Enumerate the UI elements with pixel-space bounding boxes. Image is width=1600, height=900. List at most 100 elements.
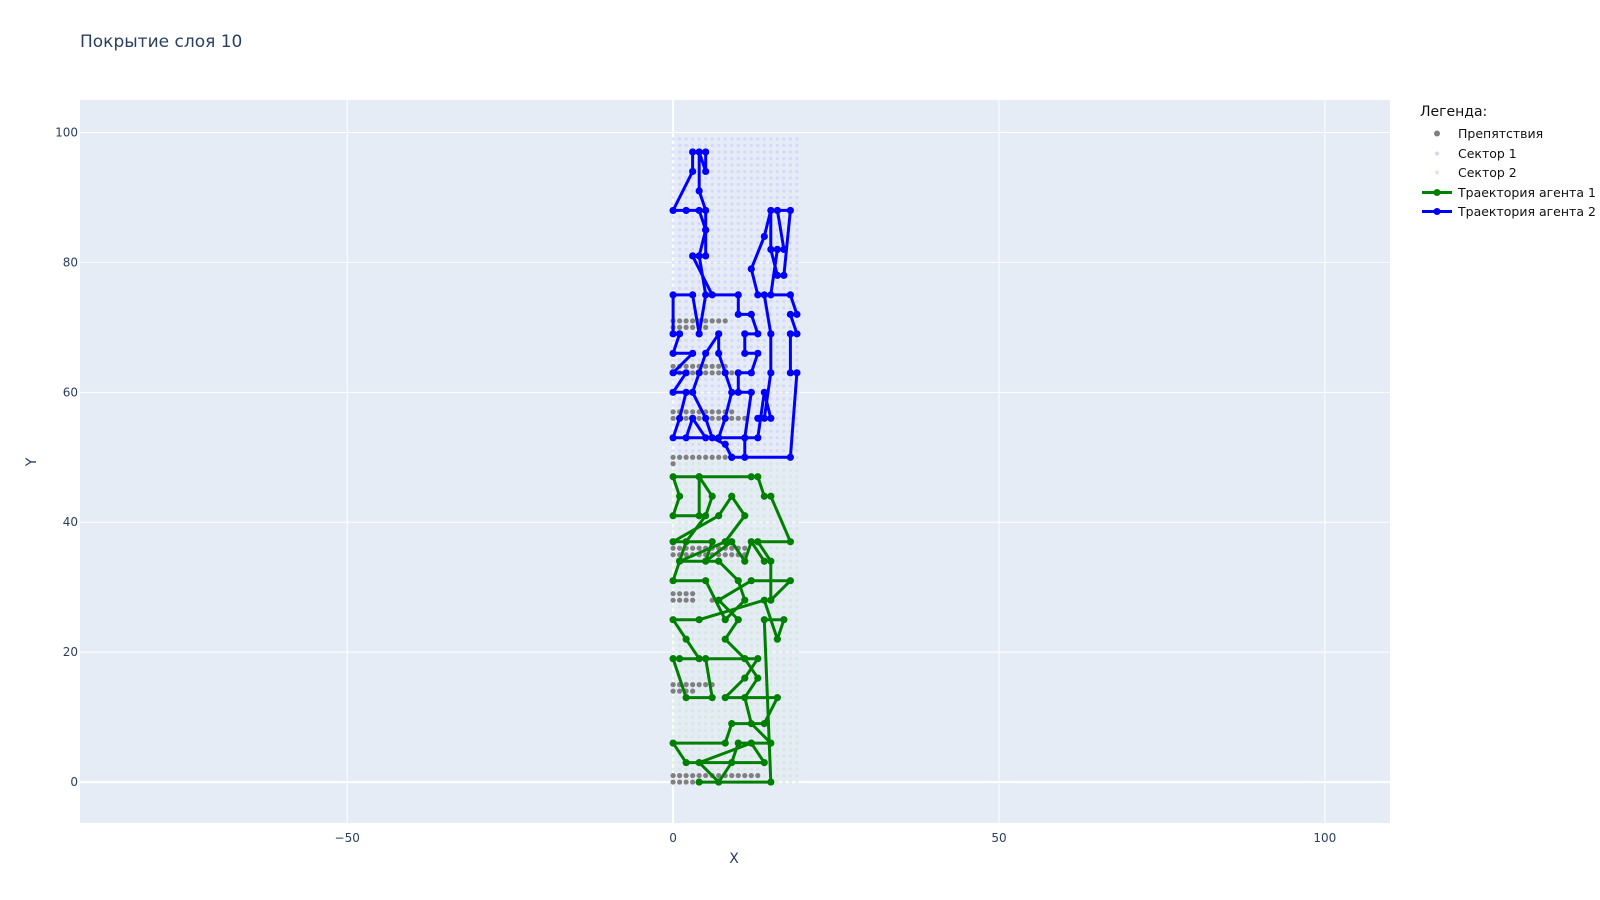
sector-1-point bbox=[736, 429, 740, 433]
sector-1-point bbox=[671, 338, 675, 342]
agent-1-point bbox=[741, 557, 749, 565]
sector-1-point bbox=[788, 241, 792, 245]
sector-1-point bbox=[769, 195, 773, 200]
sector-1-point bbox=[678, 312, 682, 316]
sector-1-point bbox=[697, 228, 701, 232]
agent-2-point bbox=[734, 310, 742, 318]
sector-2-point bbox=[788, 514, 792, 518]
sector-1-point bbox=[678, 286, 682, 290]
sector-2-point bbox=[691, 670, 695, 674]
sector-2-point bbox=[775, 676, 779, 680]
legend-item-sector-1[interactable]: Сектор 1 bbox=[1420, 144, 1596, 164]
sector-2-point bbox=[717, 488, 721, 492]
legend-label: Сектор 1 bbox=[1458, 145, 1517, 161]
sector-1-point bbox=[730, 306, 734, 310]
sector-1-point bbox=[710, 397, 714, 401]
obstacle-point bbox=[696, 454, 702, 460]
sector-1-point bbox=[697, 449, 701, 453]
sector-1-point bbox=[762, 423, 766, 427]
sector-1-point bbox=[723, 306, 727, 310]
sector-2-point bbox=[762, 683, 766, 687]
sector-2-point bbox=[749, 566, 753, 570]
legend-item-sector-2[interactable]: Сектор 2 bbox=[1420, 163, 1596, 183]
sector-2-point bbox=[749, 709, 753, 713]
sector-2-point bbox=[743, 650, 747, 654]
agent-2-point bbox=[695, 206, 703, 215]
sector-2-point bbox=[723, 689, 727, 693]
sector-1-point bbox=[691, 280, 695, 284]
agent-2-point bbox=[702, 148, 710, 156]
agent-2-point bbox=[702, 349, 710, 357]
sector-2-point bbox=[743, 507, 747, 511]
sector-1-point bbox=[749, 306, 753, 310]
sector-2-point bbox=[756, 624, 760, 628]
sector-1-point bbox=[782, 429, 786, 433]
sector-1-point bbox=[795, 364, 799, 368]
sector-1-point bbox=[710, 176, 714, 180]
sector-2-point bbox=[710, 507, 714, 511]
sector-2-point bbox=[736, 735, 740, 739]
legend-item-agent-1[interactable]: Траектория агента 1 bbox=[1420, 183, 1596, 203]
sector-2-point bbox=[775, 735, 779, 739]
agent-2-point bbox=[702, 291, 710, 299]
sector-2-point bbox=[697, 533, 701, 537]
sector-2-point bbox=[730, 709, 734, 713]
obstacle-point bbox=[735, 772, 741, 779]
sector-1-point bbox=[775, 384, 779, 388]
obstacle-point bbox=[670, 454, 676, 460]
sector-1-point bbox=[743, 241, 747, 245]
sector-1-point bbox=[691, 267, 695, 271]
obstacle-point bbox=[690, 688, 696, 694]
sector-1-point bbox=[723, 338, 727, 342]
sector-2-point bbox=[782, 566, 786, 570]
agent-1-point bbox=[669, 739, 677, 747]
sector-1-point bbox=[788, 169, 792, 174]
sector-1-point bbox=[704, 390, 708, 394]
sector-1-point bbox=[717, 423, 721, 427]
sector-2-point bbox=[710, 585, 714, 589]
sector-1-point bbox=[723, 312, 727, 316]
sector-2-point bbox=[723, 572, 727, 576]
sector-1-point bbox=[710, 299, 714, 303]
sector-2-point bbox=[775, 605, 779, 609]
sector-2-point bbox=[736, 494, 740, 498]
sector-1-point bbox=[782, 390, 786, 394]
sector-2-point bbox=[788, 747, 792, 752]
legend-item-obstacles[interactable]: Препятствия bbox=[1420, 124, 1596, 144]
sector-1-point bbox=[749, 215, 753, 219]
sector-2-point bbox=[717, 631, 721, 635]
sector-1-point bbox=[756, 150, 760, 154]
sector-1-point bbox=[678, 182, 682, 187]
sector-2-point bbox=[717, 579, 721, 583]
sector-2-point bbox=[795, 760, 799, 765]
sector-2-point bbox=[749, 507, 753, 511]
sector-2-point bbox=[704, 702, 708, 706]
sector-2-point bbox=[795, 657, 799, 661]
sector-2-point bbox=[795, 520, 799, 524]
sector-2-point bbox=[788, 773, 792, 778]
sector-2-point bbox=[756, 462, 760, 466]
sector-1-point bbox=[717, 306, 721, 310]
sector-1-point bbox=[697, 338, 701, 342]
sector-2-point bbox=[684, 520, 688, 524]
legend-item-agent-2[interactable]: Траектория агента 2 bbox=[1420, 202, 1596, 222]
sector-1-point bbox=[749, 429, 753, 433]
sector-1-point bbox=[788, 195, 792, 200]
sector-1-point bbox=[795, 241, 799, 245]
sector-1-point bbox=[717, 169, 721, 174]
sector-2-point bbox=[782, 709, 786, 713]
sector-1-point bbox=[691, 358, 695, 362]
sector-2-point bbox=[749, 468, 753, 472]
sector-1-point bbox=[736, 189, 740, 193]
sector-2-point bbox=[710, 650, 714, 654]
sector-2-point bbox=[782, 559, 786, 563]
sector-1-point bbox=[749, 143, 753, 148]
sector-1-point bbox=[717, 143, 721, 148]
sector-1-point bbox=[723, 325, 727, 329]
agent-2-point bbox=[669, 434, 677, 442]
legend-label: Траектория агента 2 bbox=[1458, 204, 1596, 220]
agent-1-point bbox=[767, 557, 775, 565]
sector-2-point bbox=[736, 527, 740, 531]
sector-2-point bbox=[710, 462, 714, 466]
